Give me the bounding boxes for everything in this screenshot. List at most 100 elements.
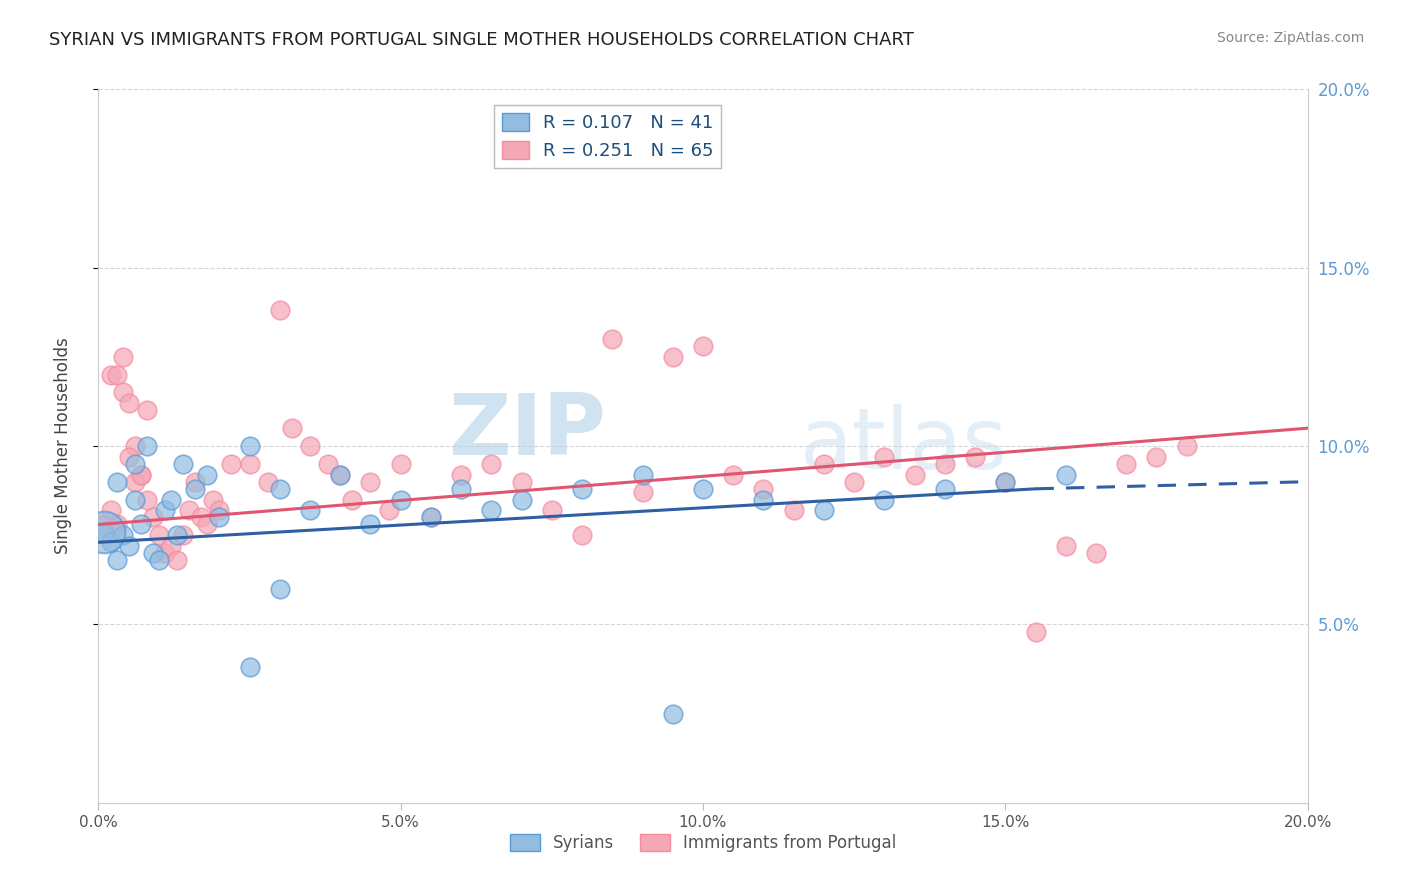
Point [148, 528, 170, 542]
Point [208, 510, 231, 524]
Point [540, 503, 562, 517]
Point [208, 503, 231, 517]
Point [994, 475, 1017, 489]
Text: ZIP: ZIP [449, 390, 606, 474]
Point [190, 510, 212, 524]
Point [571, 482, 593, 496]
Point [723, 467, 745, 482]
Point [934, 457, 956, 471]
Point [1175, 439, 1198, 453]
Point [105, 475, 128, 489]
Point [316, 457, 339, 471]
Point [389, 457, 412, 471]
Point [661, 706, 683, 721]
Point [360, 475, 382, 489]
Point [153, 546, 176, 560]
Point [202, 492, 225, 507]
Point [1054, 467, 1077, 482]
Point [148, 553, 170, 567]
Point [195, 517, 218, 532]
Point [965, 450, 987, 464]
Point [111, 385, 134, 400]
Point [118, 396, 141, 410]
Point [100, 503, 122, 517]
Point [661, 350, 683, 364]
Point [377, 503, 399, 517]
Point [692, 339, 714, 353]
Point [481, 503, 503, 517]
Point [142, 546, 165, 560]
Point [111, 528, 134, 542]
Point [510, 475, 533, 489]
Point [1085, 546, 1108, 560]
Point [420, 510, 443, 524]
Point [135, 492, 157, 507]
Point [166, 528, 188, 542]
Point [1054, 539, 1077, 553]
Point [153, 503, 176, 517]
Text: SYRIAN VS IMMIGRANTS FROM PORTUGAL SINGLE MOTHER HOUSEHOLDS CORRELATION CHART: SYRIAN VS IMMIGRANTS FROM PORTUGAL SINGL… [49, 31, 914, 49]
Point [813, 503, 835, 517]
Point [692, 482, 714, 496]
Point [602, 332, 624, 346]
Point [124, 439, 146, 453]
Point [299, 503, 322, 517]
Point [129, 467, 152, 482]
Point [420, 510, 443, 524]
Point [93, 524, 115, 539]
Point [166, 553, 188, 567]
Text: atlas: atlas [800, 404, 1008, 488]
Point [172, 457, 194, 471]
Point [172, 528, 194, 542]
Point [631, 485, 654, 500]
Y-axis label: Single Mother Households: Single Mother Households [53, 338, 72, 554]
Point [239, 457, 262, 471]
Point [124, 457, 146, 471]
Point [184, 475, 207, 489]
Point [934, 482, 956, 496]
Point [111, 350, 134, 364]
Point [1144, 450, 1167, 464]
Point [904, 467, 927, 482]
Point [93, 517, 115, 532]
Point [299, 439, 322, 453]
Point [813, 457, 835, 471]
Legend: Syrians, Immigrants from Portugal: Syrians, Immigrants from Portugal [503, 827, 903, 859]
Point [329, 467, 352, 482]
Point [329, 467, 352, 482]
Point [105, 368, 128, 382]
Point [510, 492, 533, 507]
Point [124, 475, 146, 489]
Point [844, 475, 866, 489]
Point [184, 482, 207, 496]
Point [1024, 624, 1046, 639]
Point [269, 482, 291, 496]
Text: Source: ZipAtlas.com: Source: ZipAtlas.com [1216, 31, 1364, 45]
Point [571, 528, 593, 542]
Point [160, 539, 183, 553]
Point [450, 467, 472, 482]
Point [873, 450, 896, 464]
Point [239, 660, 262, 674]
Point [100, 368, 122, 382]
Point [118, 450, 141, 464]
Point [100, 535, 122, 549]
Point [179, 503, 201, 517]
Point [160, 492, 183, 507]
Point [93, 524, 115, 539]
Point [269, 303, 291, 318]
Point [129, 517, 152, 532]
Point [873, 492, 896, 507]
Point [1115, 457, 1137, 471]
Point [994, 475, 1017, 489]
Point [481, 457, 503, 471]
Point [783, 503, 806, 517]
Point [631, 467, 654, 482]
Point [135, 403, 157, 417]
Point [389, 492, 412, 507]
Point [135, 439, 157, 453]
Point [450, 482, 472, 496]
Point [195, 467, 218, 482]
Point [129, 467, 152, 482]
Point [105, 553, 128, 567]
